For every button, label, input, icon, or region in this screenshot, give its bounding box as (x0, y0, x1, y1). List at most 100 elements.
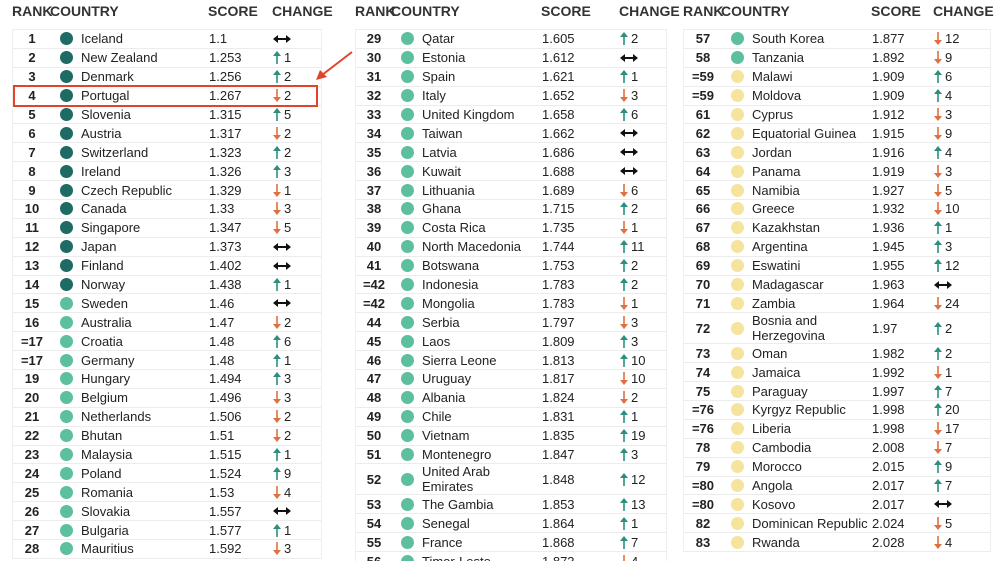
score: 1.524 (209, 465, 242, 481)
header-cell: CHANGE (933, 3, 994, 19)
change: 1 (273, 523, 321, 538)
status-dot (730, 32, 744, 46)
change-value: 2 (284, 409, 292, 425)
score: 1.438 (209, 277, 242, 293)
status-dot (400, 259, 414, 273)
status-dot (400, 372, 414, 386)
country: The Gambia (422, 496, 494, 512)
rank: 28 (24, 541, 40, 557)
table-row: 36 Kuwait 1.688 (356, 162, 666, 182)
change-arrow (273, 278, 281, 292)
score: 1.253 (209, 50, 242, 66)
score: 1.51 (209, 428, 235, 444)
status-dot (730, 346, 744, 360)
country: Kosovo (752, 496, 796, 512)
rank: 78 (695, 440, 711, 456)
score: 1.315 (209, 107, 242, 122)
change-value: 4 (945, 144, 953, 160)
change-arrow (934, 202, 942, 216)
country: Bulgaria (81, 522, 129, 538)
change-arrow (273, 410, 281, 424)
score: 1.686 (542, 144, 575, 160)
change-arrow (620, 448, 628, 462)
change-value: 1 (945, 220, 953, 236)
change-arrow (273, 145, 281, 159)
rank: 30 (366, 50, 382, 66)
change-arrow (620, 296, 628, 310)
change-arrow (620, 472, 628, 486)
country: Senegal (422, 515, 470, 531)
change: 12 (620, 472, 666, 487)
score: 1.557 (209, 503, 242, 519)
rank: 14 (24, 277, 40, 293)
change-value: 3 (631, 447, 639, 463)
score: 1.53 (209, 484, 235, 500)
score: 1.963 (872, 277, 905, 293)
change: 20 (934, 402, 990, 417)
status-dot (730, 535, 744, 549)
change-value: 1 (284, 522, 292, 538)
score: 1.329 (209, 182, 242, 198)
table-row: =76 Kyrgyz Republic 1.998 20 (684, 401, 990, 420)
change-arrow (273, 89, 281, 103)
table-row: 73 Oman 1.982 2 (684, 344, 990, 364)
score: 1.592 (209, 541, 242, 557)
score: 2.017 (872, 478, 905, 494)
change: 12 (934, 31, 990, 46)
status-dot (730, 145, 744, 159)
country: Poland (81, 465, 122, 481)
rank: 24 (24, 465, 40, 481)
rank: 7 (28, 144, 36, 160)
table-row: 62 Equatorial Guinea 1.915 9 (684, 124, 990, 144)
rank: 56 (356, 554, 392, 561)
score: 1.912 (872, 107, 905, 122)
status-dot (59, 126, 73, 140)
change-arrow (620, 32, 628, 46)
table-row: 40 North Macedonia 1.744 11 (356, 238, 666, 257)
change-value: 3 (284, 163, 292, 179)
change: 2 (934, 346, 990, 361)
rank: 66 (695, 201, 711, 217)
score: 1.47 (209, 314, 235, 330)
status-dot (730, 278, 744, 292)
table-row: 50 Vietnam 1.835 19 (356, 427, 666, 446)
status-dot (59, 504, 73, 518)
score: 1.621 (542, 69, 575, 85)
status-dot (730, 108, 744, 121)
change: 11 (620, 239, 666, 254)
score: 1.945 (872, 239, 905, 255)
score: 1.612 (542, 50, 575, 66)
score: 1.909 (872, 88, 905, 104)
rank: 4 (28, 88, 36, 104)
rank: 40 (366, 239, 382, 255)
score: 1.267 (209, 88, 242, 104)
table-row: 22 Bhutan 1.51 2 (13, 427, 321, 446)
country: Argentina (752, 239, 808, 255)
status-dot (730, 164, 744, 178)
country: Japan (81, 239, 117, 255)
change-arrow (934, 422, 942, 436)
change: 2 (620, 201, 666, 216)
change-arrow (620, 391, 628, 405)
change: 3 (273, 390, 321, 405)
country: Madagascar (752, 277, 824, 293)
table-row: 63 Jordan 1.916 4 (684, 143, 990, 163)
change-arrow (273, 485, 281, 499)
change-value: 2 (284, 428, 292, 444)
score: 1.373 (209, 239, 242, 255)
country: Dominican Republic (752, 515, 868, 531)
rank: 33 (366, 107, 382, 122)
change: 4 (934, 88, 990, 103)
change-arrow (273, 542, 281, 556)
rank: 10 (24, 201, 40, 217)
table-row: 47 Uruguay 1.817 10 (356, 370, 666, 389)
change: 5 (934, 516, 990, 531)
country: Montenegro (422, 447, 492, 463)
change-value: 3 (631, 88, 639, 104)
table-row: 16 Australia 1.47 2 (13, 313, 321, 333)
change-arrow (620, 240, 628, 254)
change-arrow (620, 429, 628, 443)
change: 12 (934, 258, 990, 273)
change-value: 2 (631, 201, 639, 217)
